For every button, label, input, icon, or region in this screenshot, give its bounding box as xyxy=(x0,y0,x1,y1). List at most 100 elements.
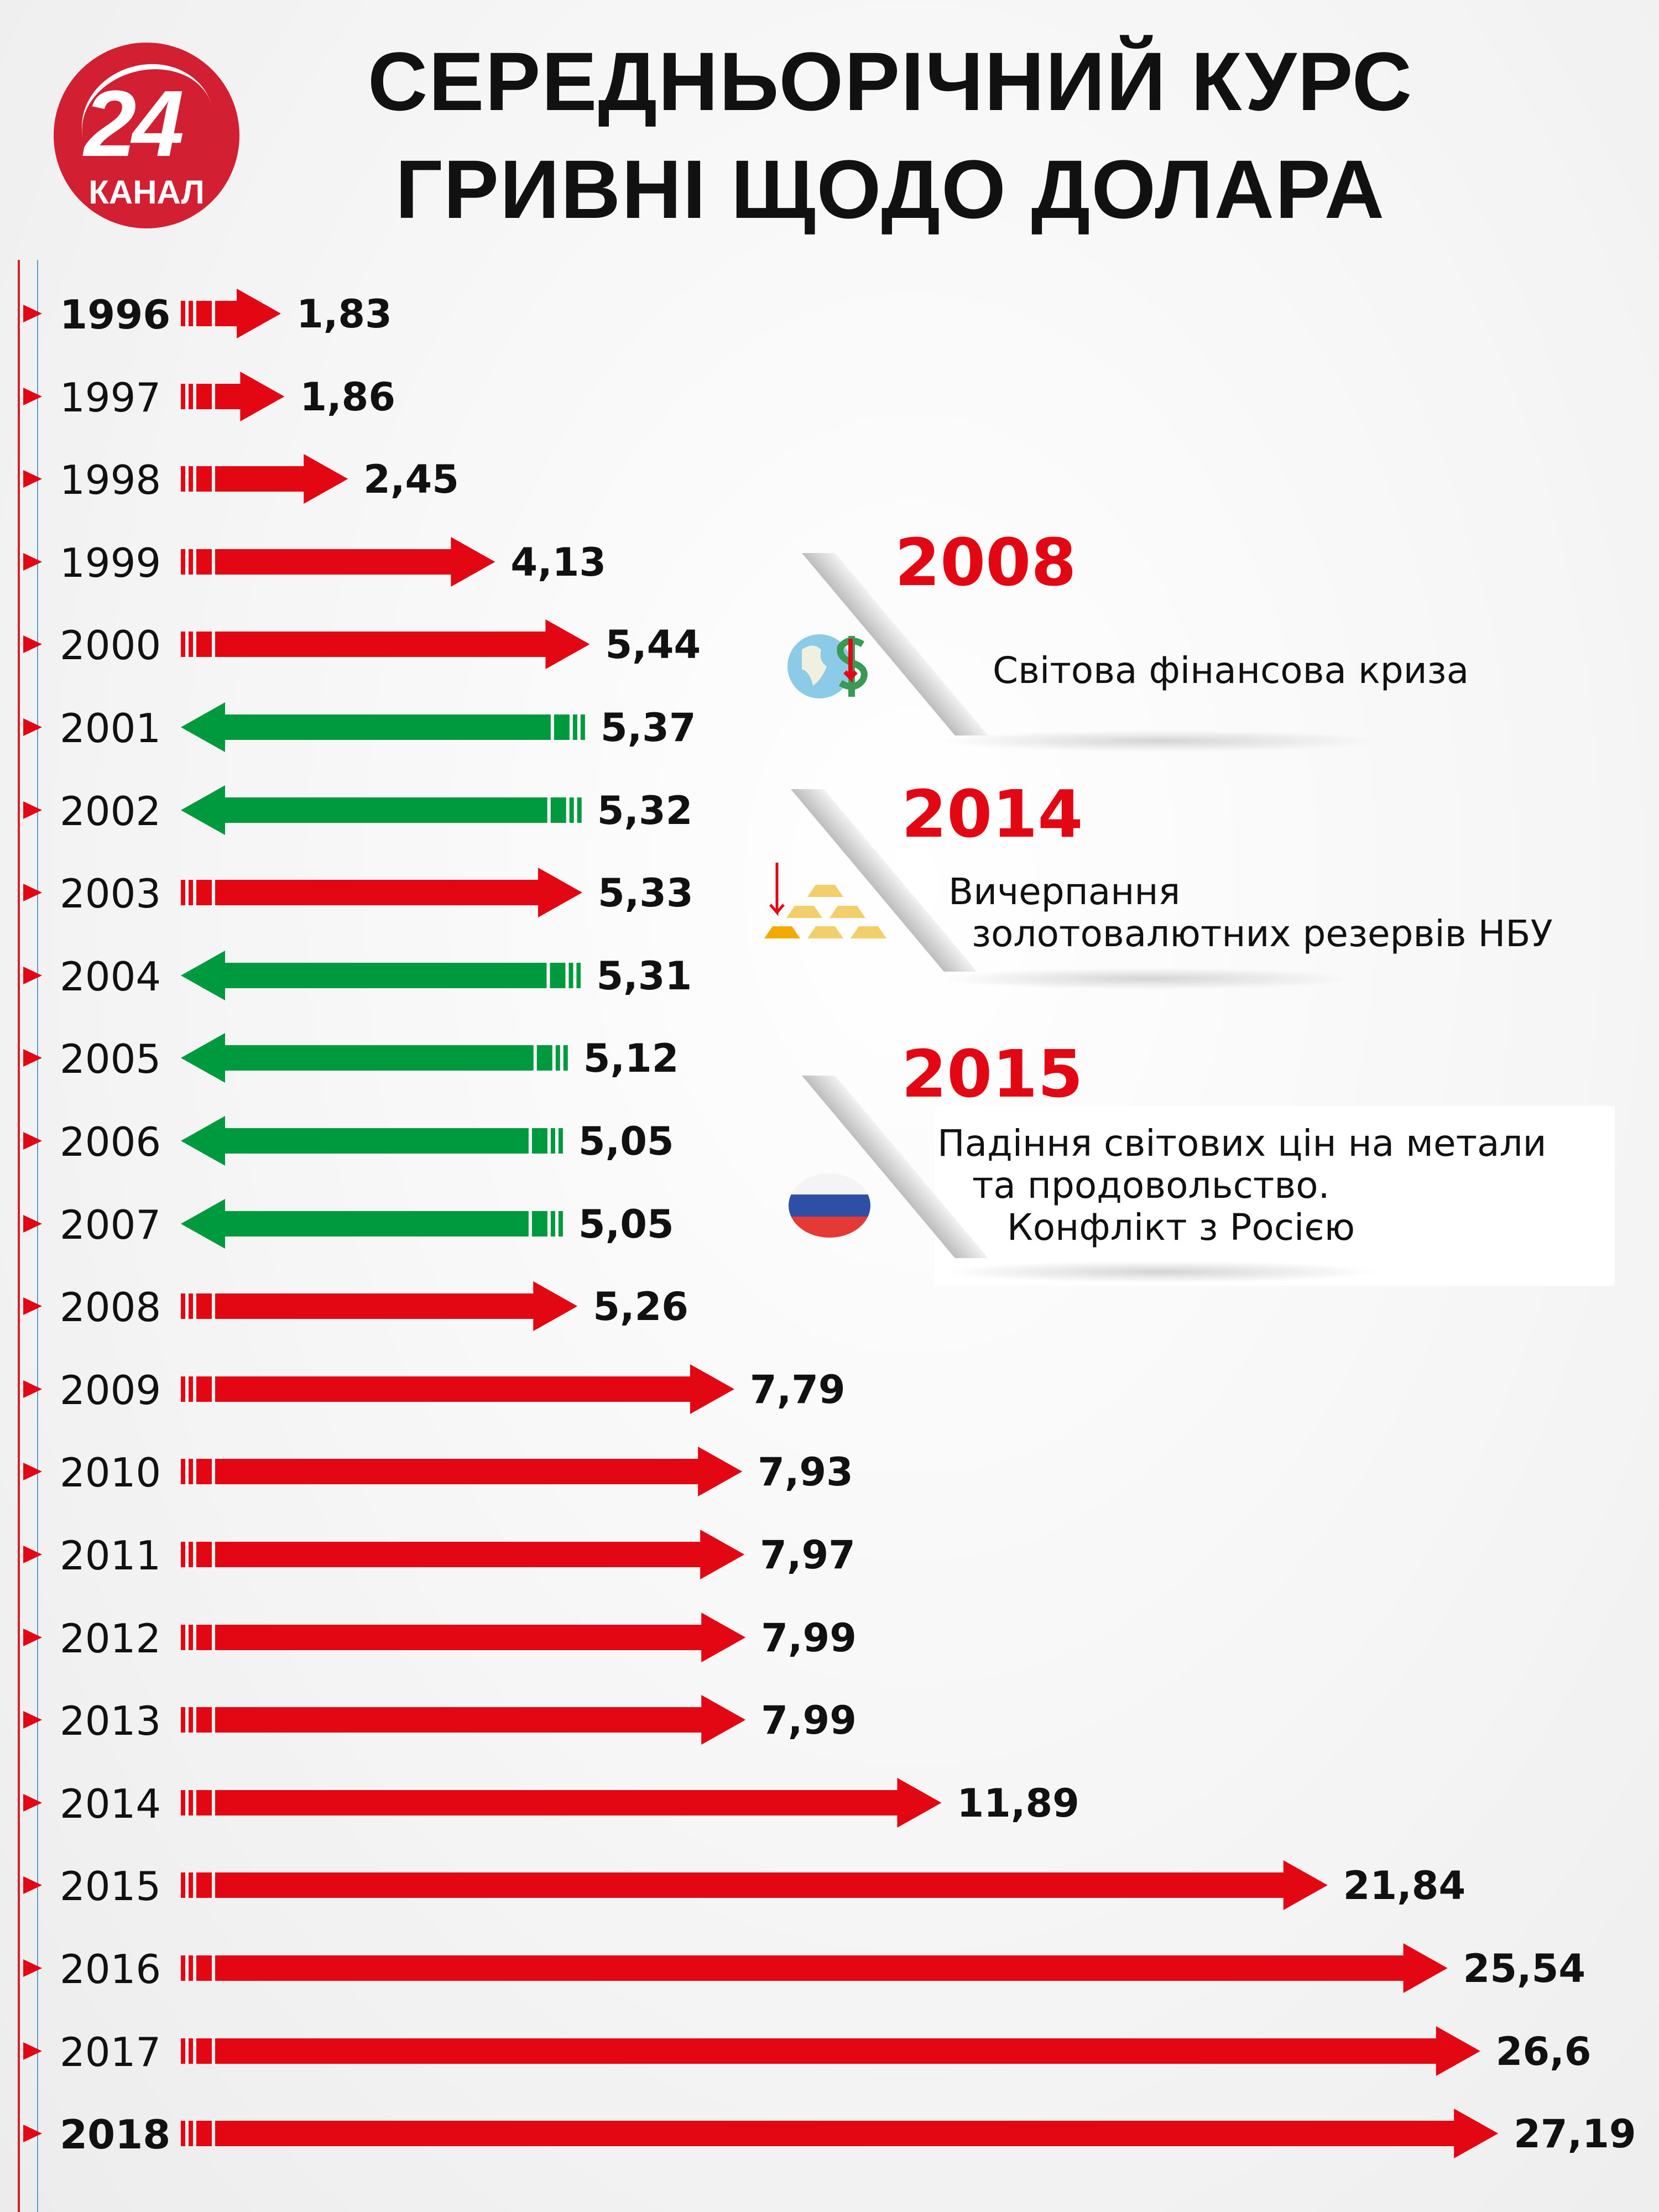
arrow-body xyxy=(215,1281,578,1332)
year-label: 2011 xyxy=(60,1532,161,1579)
bar-arrow-down xyxy=(181,702,585,752)
arrow-tail-stripe xyxy=(536,1045,552,1071)
arrow-tail-stripe xyxy=(196,301,212,326)
arrow-tail-stripe xyxy=(196,383,212,409)
arrow-tail-stripe xyxy=(550,962,566,988)
bar-arrow-up xyxy=(181,1281,578,1332)
chart-row: 2008 5,26 xyxy=(0,1279,1659,1334)
timeline-marker-icon xyxy=(23,1546,42,1563)
page-title: СЕРЕДНЬОРІЧНИЙ КУРС ГРИВНІ ЩОДО ДОЛАРА xyxy=(310,28,1471,243)
chart-row: 2013 7,99 xyxy=(0,1692,1659,1747)
chart-row: 1996 1,83 xyxy=(0,286,1659,341)
chart-row: 1999 4,13 xyxy=(0,534,1659,589)
chart-row: 2007 5,05 xyxy=(0,1196,1659,1251)
bar-arrow-down xyxy=(181,950,581,1000)
arrow-tail-stripe xyxy=(196,1542,212,1567)
year-label: 2005 xyxy=(60,1036,161,1083)
arrow-tail-stripe xyxy=(550,1211,555,1237)
bar-arrow-up xyxy=(181,2026,1480,2076)
arrow-tail-stripe xyxy=(196,1624,212,1650)
value-label: 1,83 xyxy=(296,291,392,337)
bar-arrow-down xyxy=(181,785,582,835)
arrow-tail-stripe xyxy=(181,383,185,409)
chart-row: 2012 7,99 xyxy=(0,1610,1659,1665)
chart-row: 2005 5,12 xyxy=(0,1030,1659,1086)
value-label: 5,44 xyxy=(605,622,701,668)
timeline-axis-blue xyxy=(37,260,38,2212)
year-label: 1996 xyxy=(60,291,171,338)
timeline-marker-icon xyxy=(23,1876,42,1895)
arrow-tail-stripe xyxy=(558,1128,563,1154)
year-label: 2015 xyxy=(60,1863,161,1910)
bar-arrow-up xyxy=(181,454,348,504)
arrow-tail-stripe xyxy=(181,1293,185,1319)
chart-row: 2004 5,31 xyxy=(0,948,1659,1003)
timeline-marker-icon xyxy=(23,801,42,819)
value-label: 5,26 xyxy=(593,1284,688,1330)
logo-number: 24 xyxy=(84,71,184,176)
timeline-marker-icon xyxy=(23,552,42,571)
value-label: 26,6 xyxy=(1495,2028,1592,2074)
event-year: 2008 xyxy=(895,524,1077,601)
arrow-tail-stripe xyxy=(531,1128,547,1154)
arrow-body xyxy=(215,1860,1328,1911)
decor-shadow xyxy=(940,730,1383,752)
timeline-marker-icon xyxy=(23,1793,42,1812)
timeline-marker-icon xyxy=(23,1628,42,1646)
arrow-tail-stripe xyxy=(189,1293,193,1319)
year-label: 2016 xyxy=(60,1946,161,1992)
year-label: 2018 xyxy=(60,2111,171,2158)
arrow-tail-stripe xyxy=(196,1293,212,1319)
bar-arrow-up xyxy=(181,289,281,338)
logo-channel: КАНАЛ xyxy=(88,174,205,211)
arrow-tail-stripe xyxy=(577,797,582,823)
bar-arrow-up xyxy=(181,1447,743,1497)
arrow-tail-stripe xyxy=(189,2121,193,2147)
value-label: 27,19 xyxy=(1514,2111,1636,2157)
value-label: 1,86 xyxy=(300,374,396,420)
arrow-tail-stripe xyxy=(189,1542,193,1567)
chart-row: 2017 26,6 xyxy=(0,2023,1659,2079)
year-label: 2002 xyxy=(60,787,161,834)
arrow-tail-stripe xyxy=(196,1459,212,1485)
arrow-body xyxy=(181,950,547,1000)
year-label: 2003 xyxy=(60,870,161,917)
chart-row: 2018 27,19 xyxy=(0,2106,1659,2161)
arrow-tail-stripe xyxy=(189,632,193,658)
value-label: 5,05 xyxy=(578,1201,674,1247)
arrow-tail-stripe xyxy=(189,1459,193,1485)
arrow-tail-stripe xyxy=(181,1955,185,1981)
arrow-body xyxy=(181,1116,529,1166)
chart-row: 2001 5,37 xyxy=(0,700,1659,755)
event-text: Падіння світових цін на метали та продов… xyxy=(937,1122,1547,1249)
arrow-body xyxy=(181,702,551,752)
event-text: Вичерпання золотовалютних резервів НБУ xyxy=(948,870,1553,955)
bar-arrow-down xyxy=(181,1198,563,1249)
timeline-marker-icon xyxy=(23,718,42,736)
bar-arrow-down xyxy=(181,1033,568,1083)
arrow-tail-stripe xyxy=(576,962,581,988)
arrow-tail-stripe xyxy=(181,2121,185,2147)
year-label: 1998 xyxy=(60,457,161,504)
year-label: 1999 xyxy=(60,539,161,586)
bar-arrow-up xyxy=(181,536,495,587)
arrow-tail-stripe xyxy=(189,549,193,575)
chart-row: 2000 5,44 xyxy=(0,617,1659,672)
timeline-marker-icon xyxy=(23,1297,42,1316)
arrow-body xyxy=(215,289,281,338)
timeline-marker-icon xyxy=(23,1049,42,1067)
arrow-tail-stripe xyxy=(196,1790,212,1815)
arrow-body xyxy=(215,2109,1499,2159)
arrow-tail-stripe xyxy=(189,466,193,492)
year-label: 2007 xyxy=(60,1201,161,1248)
chart-row: 2016 25,54 xyxy=(0,1940,1659,1996)
arrow-tail-stripe xyxy=(189,1376,193,1402)
arrow-tail-stripe xyxy=(181,1707,185,1733)
value-label: 7,99 xyxy=(761,1615,857,1661)
arrow-tail-stripe xyxy=(189,383,193,409)
timeline-marker-icon xyxy=(23,470,42,488)
chart-row: 2006 5,05 xyxy=(0,1113,1659,1168)
value-label: 2,45 xyxy=(363,457,459,503)
arrow-tail-stripe xyxy=(196,632,212,658)
timeline-marker-icon xyxy=(23,1214,42,1233)
